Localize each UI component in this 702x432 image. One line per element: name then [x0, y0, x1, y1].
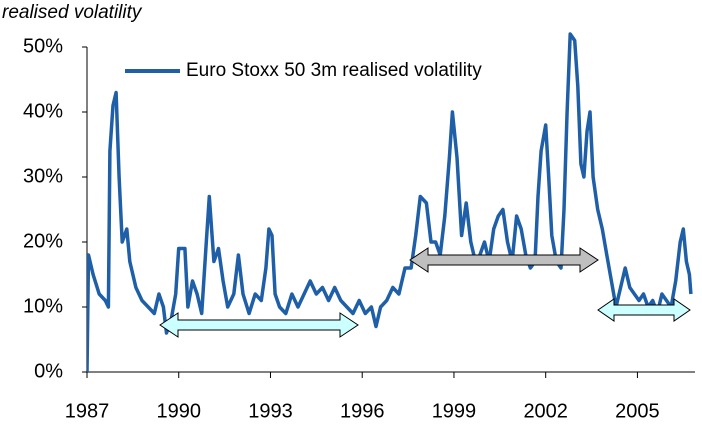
x-tick-label: 1987	[65, 400, 110, 422]
y-tick-label: 10%	[23, 295, 63, 317]
y-tick-label: 40%	[23, 100, 63, 122]
x-tick-label: 1999	[432, 400, 477, 422]
annotations	[159, 247, 691, 338]
x-tick-label: 1993	[248, 400, 293, 422]
x-tick-label: 2005	[615, 400, 660, 422]
x-tick-label: 1996	[340, 400, 385, 422]
period-arrow	[159, 312, 359, 338]
y-axis-label: realised volatility	[2, 2, 143, 23]
x-tick-label: 2002	[523, 400, 568, 422]
x-tick-label: 1990	[156, 400, 201, 422]
y-tick-label: 50%	[23, 35, 63, 57]
period-arrow	[597, 298, 691, 322]
period-arrow	[409, 247, 599, 273]
y-tick-label: 30%	[23, 165, 63, 187]
y-tick-label: 20%	[23, 230, 63, 252]
legend-label: Euro Stoxx 50 3m realised volatility	[186, 60, 482, 81]
y-tick-label: 0%	[34, 360, 63, 382]
series-line	[87, 32, 693, 373]
